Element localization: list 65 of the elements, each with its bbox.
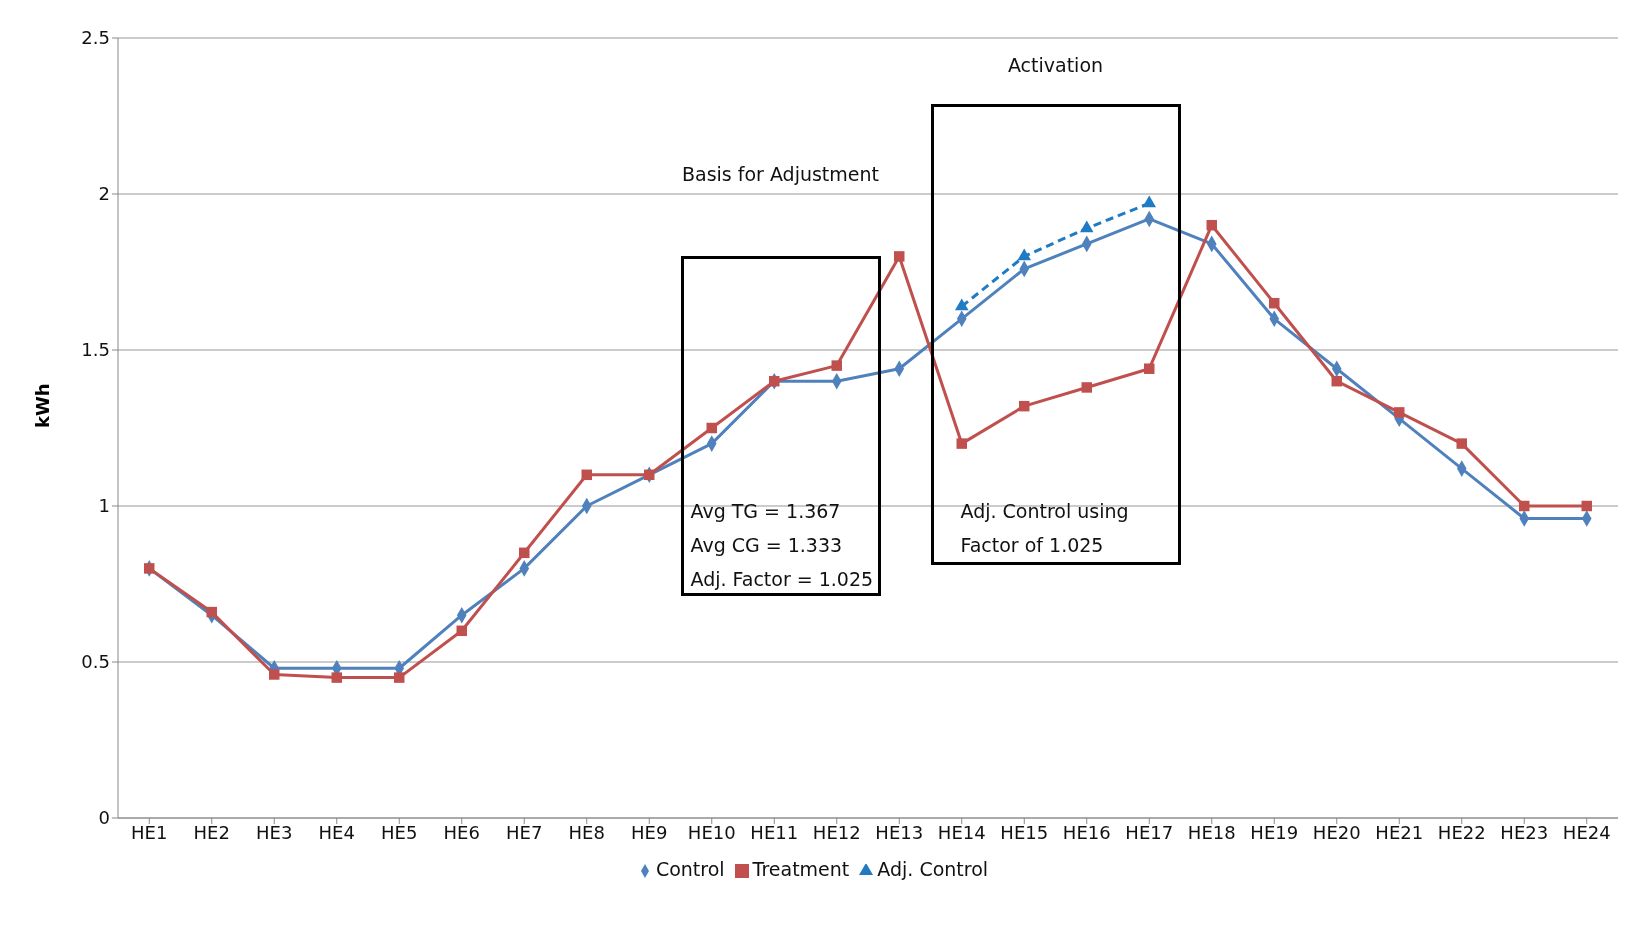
- point: [954, 298, 969, 311]
- x-tick-label: HE2: [193, 821, 230, 843]
- x-tick-label: HE1: [131, 821, 168, 843]
- point: [956, 438, 967, 449]
- y-tick-label: 0.5: [81, 651, 110, 673]
- point: [1581, 500, 1592, 512]
- legend-label: Treatment: [752, 858, 850, 880]
- point: [1269, 297, 1280, 309]
- point: [1456, 438, 1467, 449]
- point: [1079, 220, 1094, 233]
- x-tick-label: HE5: [381, 821, 418, 843]
- x-tick-label: HE8: [568, 821, 605, 843]
- point: [1142, 195, 1157, 208]
- y-tick-label: 2.5: [81, 27, 110, 49]
- y-tick-label: 0: [98, 807, 110, 829]
- point: [1017, 248, 1032, 261]
- x-tick-label: HE22: [1437, 821, 1486, 843]
- point: [894, 251, 905, 262]
- point: [1206, 219, 1217, 231]
- point: [1331, 375, 1342, 387]
- annotation: Avg CG = 1.333: [690, 533, 844, 558]
- x-tick-label: HE18: [1187, 821, 1236, 843]
- x-tick-label: HE9: [631, 821, 668, 843]
- annotation: Activation: [1006, 53, 1105, 76]
- point: [331, 672, 342, 683]
- x-tick-label: HE21: [1375, 821, 1424, 843]
- y-tick-label: 2: [98, 183, 110, 205]
- point: [581, 469, 592, 481]
- point: [1144, 363, 1155, 374]
- point: [456, 625, 467, 637]
- x-tick-label: HE12: [812, 821, 861, 843]
- y-tick-label: 1.5: [81, 339, 110, 361]
- point: [519, 547, 530, 559]
- point: [1519, 500, 1530, 512]
- x-tick-label: HE4: [318, 821, 355, 843]
- annotation: Basis for Adjustment: [680, 162, 880, 185]
- legend-label: Adj. Control: [877, 858, 989, 880]
- x-tick-label: HE20: [1312, 821, 1361, 843]
- point: [269, 669, 280, 680]
- y-axis-title: kWh: [32, 383, 54, 428]
- x-tick-label: HE3: [256, 821, 293, 843]
- point: [831, 360, 842, 371]
- point: [1081, 382, 1092, 393]
- x-tick-label: HE13: [875, 821, 924, 843]
- x-tick-label: HE23: [1500, 821, 1549, 843]
- point: [206, 606, 217, 618]
- x-tick-label: HE16: [1062, 821, 1111, 843]
- x-tick-label: HE17: [1125, 821, 1174, 843]
- x-tick-label: HE10: [687, 821, 736, 843]
- annotation: Adj. Control using Factor of 1.025: [960, 499, 1130, 558]
- annotation: Adj. Factor = 1.025: [690, 567, 874, 592]
- legend-label: Control: [655, 858, 725, 880]
- x-tick-label: HE15: [1000, 821, 1049, 843]
- point: [1394, 407, 1405, 418]
- point: [706, 422, 717, 434]
- annotation: Avg TG = 1.367: [690, 499, 842, 524]
- point: [1019, 400, 1030, 412]
- x-tick-label: HE7: [506, 821, 543, 843]
- x-tick-label: HE14: [937, 821, 986, 843]
- x-tick-label: HE6: [443, 821, 480, 843]
- x-tick-label: HE24: [1562, 821, 1611, 843]
- x-tick-label: HE19: [1250, 821, 1299, 843]
- x-tick-label: HE11: [750, 821, 799, 843]
- y-tick-label: 1: [98, 495, 110, 517]
- point: [394, 672, 405, 683]
